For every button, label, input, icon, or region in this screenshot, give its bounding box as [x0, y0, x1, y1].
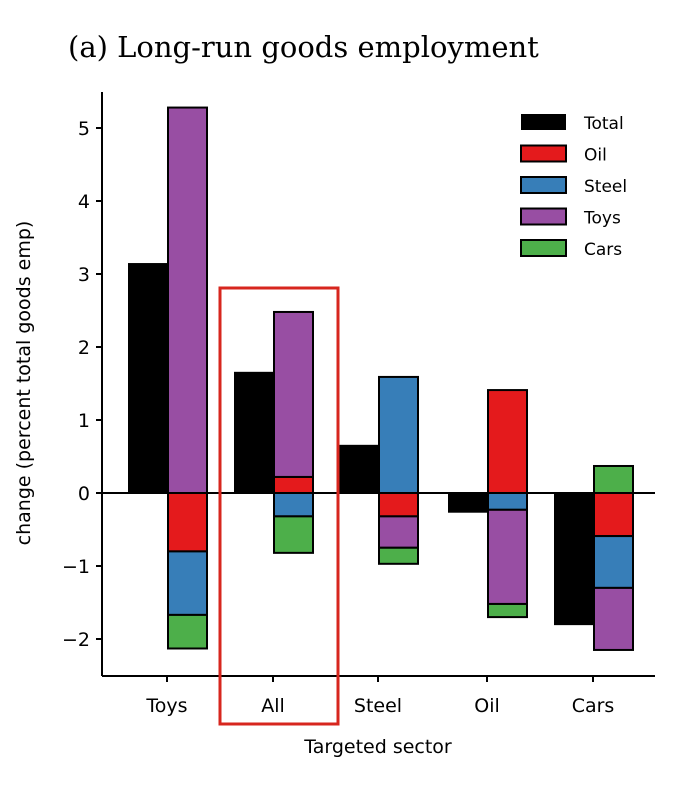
- bar-toys-toys: [167, 106, 208, 494]
- bar-oil-toys: [167, 492, 208, 553]
- bar-oil-oil: [487, 389, 528, 495]
- bar-oil-steel: [378, 492, 419, 518]
- legend-swatch-steel: [520, 176, 567, 194]
- x-tick-label-steel: Steel: [354, 695, 402, 717]
- bar-total-all: [234, 371, 273, 493]
- legend-label-cars: Cars: [584, 240, 622, 260]
- y-tick-label: 3: [78, 264, 90, 286]
- chart-title: (a) Long-run goods employment: [68, 30, 539, 64]
- legend-label-total: Total: [583, 114, 624, 134]
- legend-swatch-oil: [520, 144, 567, 163]
- bar-total-oil: [448, 493, 487, 513]
- y-tick-label: 1: [78, 410, 90, 432]
- legend-label-steel: Steel: [584, 177, 627, 197]
- bar-steel-steel: [378, 375, 419, 494]
- bar-toys-all: [273, 310, 314, 478]
- legend-swatch-total: [521, 114, 566, 130]
- y-tick-label: 2: [78, 337, 90, 359]
- y-tick-label: −2: [62, 629, 90, 651]
- bar-cars-cars: [593, 464, 634, 494]
- x-tick-label-cars: Cars: [572, 695, 615, 717]
- bar-toys-oil: [487, 508, 528, 605]
- bar-steel-toys: [167, 550, 208, 616]
- bar-oil-cars: [593, 492, 634, 538]
- y-axis-label: change (percent total goods emp): [13, 221, 35, 546]
- y-tick-label: 0: [78, 483, 90, 505]
- legend-label-toys: Toys: [583, 209, 621, 229]
- x-tick-label-all: All: [261, 695, 285, 717]
- bar-cars-oil: [487, 602, 528, 619]
- x-axis-label: Targeted sector: [303, 736, 452, 758]
- legend-label-oil: Oil: [584, 146, 607, 166]
- bar-cars-all: [273, 515, 314, 554]
- y-tick-label: 5: [78, 118, 90, 140]
- bar-cars-steel: [378, 546, 419, 565]
- bar-oil-all: [273, 475, 314, 495]
- bar-total-toys: [128, 263, 167, 493]
- bar-steel-all: [273, 492, 314, 518]
- bar-toys-cars: [593, 586, 634, 651]
- x-tick-label-oil: Oil: [474, 695, 500, 717]
- bar-cars-toys: [167, 613, 208, 650]
- y-tick-label: 4: [78, 191, 90, 213]
- bar-total-steel: [339, 444, 378, 493]
- bar-total-cars: [554, 493, 593, 626]
- highlight-box-all: [218, 286, 340, 726]
- y-tick-label: −1: [62, 556, 90, 578]
- legend-swatch-cars: [520, 239, 567, 257]
- legend-swatch-toys: [520, 207, 567, 226]
- bar-toys-steel: [378, 515, 419, 549]
- x-tick-label-toys: Toys: [145, 695, 187, 717]
- bar-steel-oil: [487, 492, 528, 511]
- bar-steel-cars: [593, 535, 634, 589]
